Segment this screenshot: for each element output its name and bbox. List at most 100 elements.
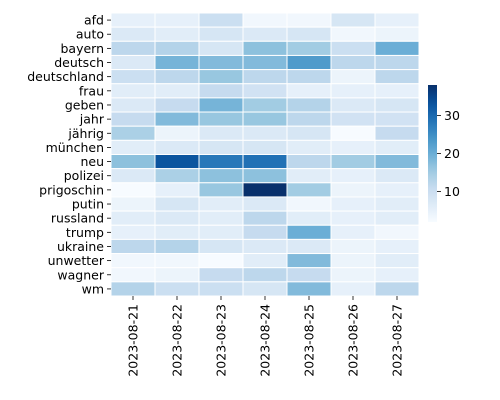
heatmap-cell-putin-2023-08-22 (154, 196, 200, 212)
colorbar-tick-label: 10 (444, 184, 460, 199)
y-tick-label: bayern (60, 41, 104, 56)
heatmap-cell-polizei-2023-08-25 (286, 168, 332, 184)
heatmap-cell-jährig-2023-08-25 (286, 125, 332, 141)
heatmap-cell-wagner-2023-08-24 (242, 267, 288, 283)
heatmap-cell-wagner-2023-08-26 (330, 267, 376, 283)
heatmap-cell-neu-2023-08-22 (154, 154, 200, 170)
heatmap-cell-neu-2023-08-25 (286, 154, 332, 170)
heatmap-cell-deutsch-2023-08-26 (330, 54, 376, 71)
heatmap-cell-ukraine-2023-08-26 (330, 238, 376, 255)
heatmap-cell-trump-2023-08-21 (110, 224, 156, 240)
heatmap-cell-frau-2023-08-27 (374, 83, 420, 99)
heatmap-cell-putin-2023-08-26 (330, 196, 376, 212)
y-tick-label: ukraine (57, 239, 104, 254)
y-tick-label: jahr (79, 112, 105, 127)
y-tick-label: prigoschin (39, 182, 104, 197)
x-tick-label: 2023-08-27 (390, 304, 405, 377)
heatmap-cell-auto-2023-08-25 (286, 26, 332, 42)
y-tick-labels: afdautobayerndeutschdeutschlandfraugeben… (27, 13, 111, 296)
heatmap-cell-ukraine-2023-08-21 (110, 238, 156, 255)
heatmap-cell-afd-2023-08-21 (110, 12, 156, 28)
heatmap-cell-afd-2023-08-26 (330, 12, 376, 28)
heatmap-cell-deutschland-2023-08-25 (286, 69, 332, 85)
heatmap-cell-deutschland-2023-08-22 (154, 69, 200, 85)
heatmap-cell-polizei-2023-08-23 (198, 168, 244, 184)
y-tick-label: wm (82, 281, 104, 296)
heatmap-cell-ukraine-2023-08-27 (374, 238, 420, 255)
heatmap-cell-wm-2023-08-22 (154, 281, 200, 297)
heatmap-cell-prigoschin-2023-08-23 (198, 182, 244, 198)
colorbar-tick-label: 20 (444, 146, 460, 161)
heatmap-cell-bayern-2023-08-24 (242, 40, 288, 56)
y-tick-label: putin (72, 197, 104, 212)
heatmap-cell-polizei-2023-08-21 (110, 168, 156, 184)
heatmap-cell-münchen-2023-08-26 (330, 139, 376, 156)
heatmap-cell-trump-2023-08-24 (242, 224, 288, 240)
heatmap-cell-auto-2023-08-21 (110, 26, 156, 42)
heatmap-cell-frau-2023-08-24 (242, 83, 288, 99)
heatmap-cell-jährig-2023-08-26 (330, 125, 376, 141)
heatmap-cell-auto-2023-08-22 (154, 26, 200, 42)
heatmap-cell-deutschland-2023-08-24 (242, 69, 288, 85)
heatmap-cell-trump-2023-08-27 (374, 224, 420, 240)
heatmap-cell-putin-2023-08-25 (286, 196, 332, 212)
heatmap-cell-russland-2023-08-27 (374, 210, 420, 226)
heatmap-cell-wm-2023-08-24 (242, 281, 288, 297)
heatmap-cell-wagner-2023-08-25 (286, 267, 332, 283)
heatmap-cell-prigoschin-2023-08-25 (286, 182, 332, 198)
heatmap-cell-neu-2023-08-23 (198, 154, 244, 170)
heatmap-cell-wagner-2023-08-21 (110, 267, 156, 283)
heatmap-cell-polizei-2023-08-27 (374, 168, 420, 184)
heatmap-cell-wm-2023-08-26 (330, 281, 376, 297)
heatmap-cell-trump-2023-08-23 (198, 224, 244, 240)
heatmap-cell-deutschland-2023-08-27 (374, 69, 420, 85)
heatmap-cell-polizei-2023-08-22 (154, 168, 200, 184)
heatmap-cell-münchen-2023-08-24 (242, 139, 288, 156)
heatmap-cell-jahr-2023-08-21 (110, 111, 156, 127)
y-tick-label: wagner (57, 267, 104, 282)
heatmap-cell-wagner-2023-08-27 (374, 267, 420, 283)
heatmap-cell-frau-2023-08-25 (286, 83, 332, 99)
y-tick-label: russland (51, 211, 104, 226)
colorbar-gradient (428, 85, 437, 222)
heatmap-cell-ukraine-2023-08-23 (198, 238, 244, 255)
heatmap-cell-auto-2023-08-26 (330, 26, 376, 42)
heatmap-cell-münchen-2023-08-23 (198, 139, 244, 156)
heatmap-cell-russland-2023-08-25 (286, 210, 332, 226)
heatmap-cell-auto-2023-08-27 (374, 26, 420, 42)
heatmap-cell-afd-2023-08-24 (242, 12, 288, 28)
y-tick-label: polizei (64, 168, 104, 183)
y-tick-label: auto (76, 27, 104, 42)
heatmap-cell-unwetter-2023-08-22 (154, 253, 200, 269)
heatmap-cell-polizei-2023-08-24 (242, 168, 288, 184)
heatmap-cell-geben-2023-08-23 (198, 97, 244, 113)
heatmap-cell-geben-2023-08-25 (286, 97, 332, 113)
heatmap-cell-münchen-2023-08-27 (374, 139, 420, 156)
heatmap-cell-jahr-2023-08-24 (242, 111, 288, 127)
heatmap-cell-deutsch-2023-08-27 (374, 54, 420, 71)
heatmap-cell-jahr-2023-08-26 (330, 111, 376, 127)
heatmap-cell-jährig-2023-08-27 (374, 125, 420, 141)
heatmap-cell-bayern-2023-08-25 (286, 40, 332, 56)
x-tick-label: 2023-08-26 (346, 304, 361, 377)
heatmap-cell-deutsch-2023-08-21 (110, 54, 156, 71)
heatmap-cell-deutschland-2023-08-21 (110, 69, 156, 85)
heatmap-cell-prigoschin-2023-08-22 (154, 182, 200, 198)
heatmap-cell-geben-2023-08-22 (154, 97, 200, 113)
heatmap-cell-trump-2023-08-26 (330, 224, 376, 240)
colorbar-tick-label: 30 (444, 108, 460, 123)
heatmap-cell-auto-2023-08-24 (242, 26, 288, 42)
heatmap-cell-bayern-2023-08-23 (198, 40, 244, 56)
heatmap-cell-unwetter-2023-08-21 (110, 253, 156, 269)
heatmap-cell-russland-2023-08-24 (242, 210, 288, 226)
heatmap-cell-bayern-2023-08-22 (154, 40, 200, 56)
heatmap-cell-wagner-2023-08-22 (154, 267, 200, 283)
heatmap-cell-putin-2023-08-21 (110, 196, 156, 212)
heatmap-cell-bayern-2023-08-27 (374, 40, 420, 56)
heatmap-cell-wm-2023-08-27 (374, 281, 420, 297)
heatmap-cell-russland-2023-08-22 (154, 210, 200, 226)
heatmap-cell-geben-2023-08-27 (374, 97, 420, 113)
x-tick-label: 2023-08-21 (126, 304, 141, 377)
colorbar: 10 20 30 (428, 85, 460, 222)
